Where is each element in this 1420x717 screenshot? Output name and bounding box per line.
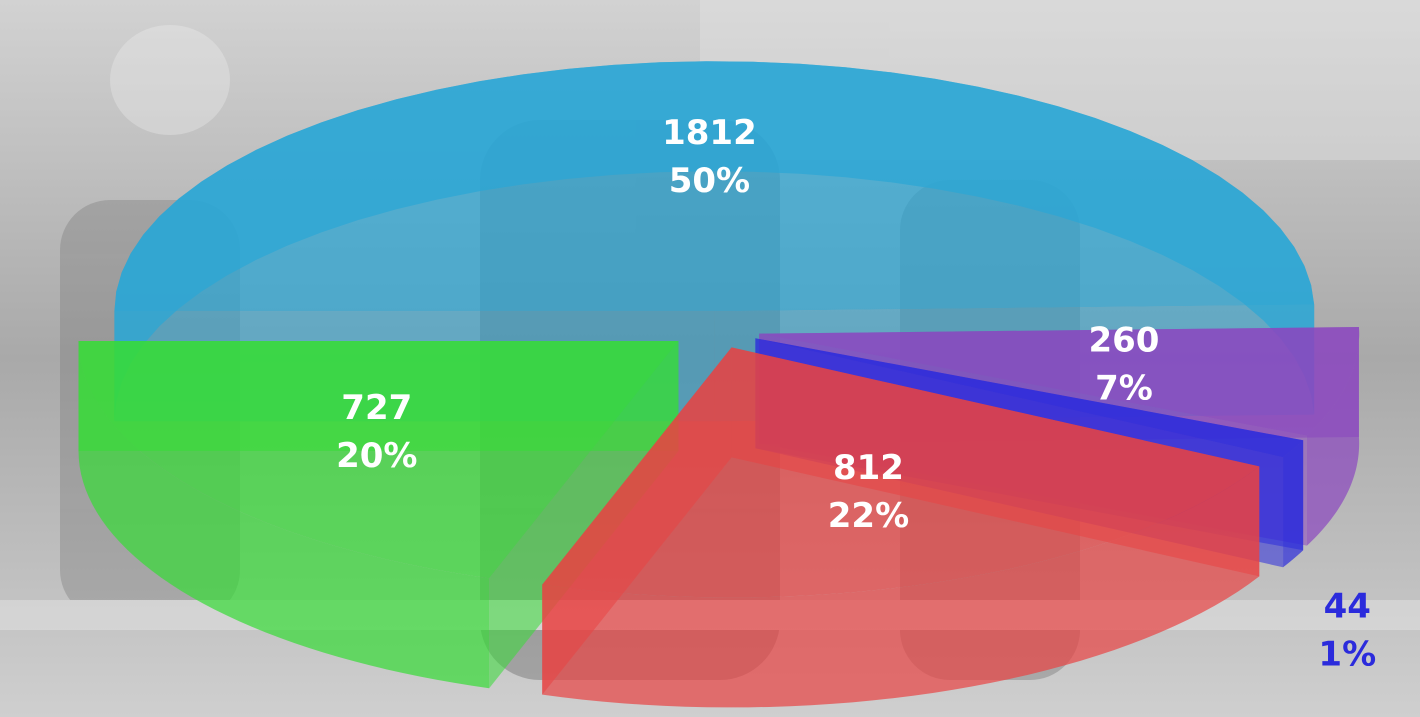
chart: 1812 50% 260 7% 44 1% 727 20% 812 22% bbox=[0, 0, 1420, 717]
percent-label: 7% bbox=[1095, 368, 1153, 408]
percent-label: 1% bbox=[1318, 634, 1376, 674]
percent-label: 22% bbox=[828, 496, 909, 536]
percent-label: 20% bbox=[336, 436, 417, 476]
data-label: 1812 bbox=[662, 113, 757, 153]
data-label: 727 bbox=[341, 388, 412, 428]
pie bbox=[79, 61, 1360, 707]
data-label: 812 bbox=[833, 448, 904, 488]
percent-label: 50% bbox=[669, 161, 750, 201]
data-label: 260 bbox=[1088, 320, 1159, 360]
data-label: 44 bbox=[1324, 586, 1371, 626]
slice-side bbox=[1283, 440, 1303, 567]
